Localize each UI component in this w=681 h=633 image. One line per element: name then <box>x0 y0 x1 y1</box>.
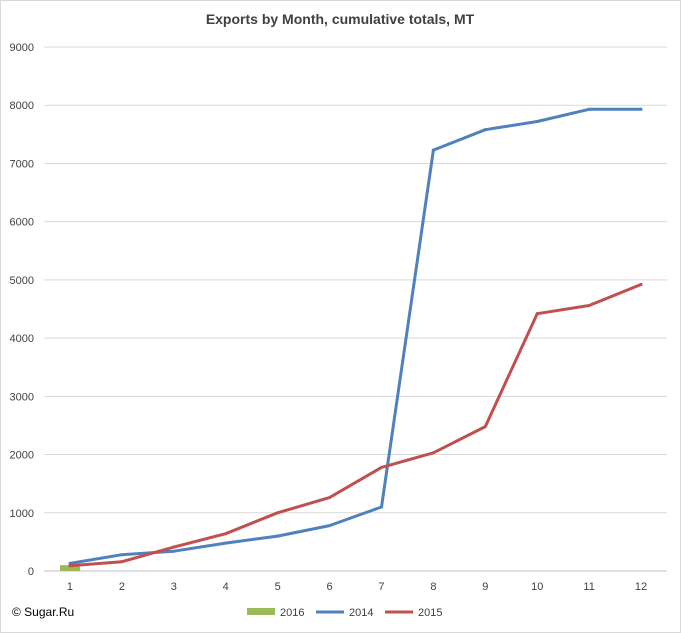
credit-text: © Sugar.Ru <box>12 605 74 619</box>
gridlines <box>44 46 667 572</box>
y-tick-label: 1000 <box>10 508 34 520</box>
data-point-2015 <box>68 564 72 568</box>
x-tick-label: 6 <box>326 581 332 593</box>
series-line-2014 <box>68 107 643 565</box>
legend-swatch-2016 <box>247 608 275 615</box>
data-point-2015 <box>328 496 332 500</box>
data-point-2014 <box>224 541 228 545</box>
x-tick-label: 7 <box>378 581 384 593</box>
data-point-2014 <box>120 553 124 557</box>
data-point-2014 <box>68 561 72 565</box>
data-point-2014 <box>328 524 332 528</box>
data-point-2015 <box>587 304 591 308</box>
data-point-2015 <box>224 532 228 536</box>
y-axis-ticks: 0 1000 2000 3000 4000 5000 6000 7000 8000 9000 <box>10 42 34 578</box>
legend: 2016 2014 2015 <box>247 607 442 619</box>
y-tick-label: 0 <box>28 566 34 578</box>
y-tick-label: 4000 <box>10 333 34 345</box>
data-point-2015 <box>172 545 176 549</box>
x-tick-label: 5 <box>275 581 281 593</box>
y-tick-label: 7000 <box>10 158 34 170</box>
bar-2016 <box>59 565 80 571</box>
x-tick-label: 3 <box>171 581 177 593</box>
chart-title: Exports by Month, cumulative totals, MT <box>206 11 475 27</box>
x-tick-label: 4 <box>223 581 229 593</box>
x-tick-label: 9 <box>482 581 488 593</box>
legend-label-2016: 2016 <box>280 607 304 619</box>
data-point-2014 <box>639 107 643 111</box>
x-tick-label: 8 <box>430 581 436 593</box>
data-point-2014 <box>276 534 280 538</box>
data-point-2014 <box>172 549 176 553</box>
data-point-2015 <box>535 312 539 316</box>
data-point-2014 <box>483 128 487 132</box>
bar-series <box>59 565 80 571</box>
y-tick-label: 3000 <box>10 391 34 403</box>
legend-label-2015: 2015 <box>418 607 442 619</box>
line-series <box>68 107 643 568</box>
x-tick-label: 10 <box>531 581 543 593</box>
x-tick-label: 11 <box>583 581 594 593</box>
data-point-2015 <box>639 283 643 287</box>
x-axis-ticks: 1 2 3 4 5 6 7 8 9 10 11 12 <box>67 581 647 593</box>
data-point-2014 <box>431 148 435 152</box>
y-tick-label: 5000 <box>10 275 34 287</box>
data-point-2014 <box>535 120 539 124</box>
y-tick-label: 8000 <box>10 100 34 112</box>
y-tick-label: 6000 <box>10 217 34 229</box>
data-point-2015 <box>276 511 280 515</box>
data-point-2014 <box>379 505 383 509</box>
data-point-2015 <box>483 425 487 429</box>
x-tick-label: 1 <box>67 581 73 593</box>
data-point-2015 <box>120 560 124 564</box>
series-line-2015 <box>68 283 643 568</box>
x-tick-label: 12 <box>635 581 647 593</box>
data-point-2015 <box>379 465 383 469</box>
legend-label-2014: 2014 <box>349 607 373 619</box>
x-tick-label: 2 <box>119 581 125 593</box>
y-tick-label: 9000 <box>10 42 34 54</box>
data-point-2015 <box>431 451 435 455</box>
y-tick-label: 2000 <box>10 450 34 462</box>
data-point-2014 <box>587 107 591 111</box>
